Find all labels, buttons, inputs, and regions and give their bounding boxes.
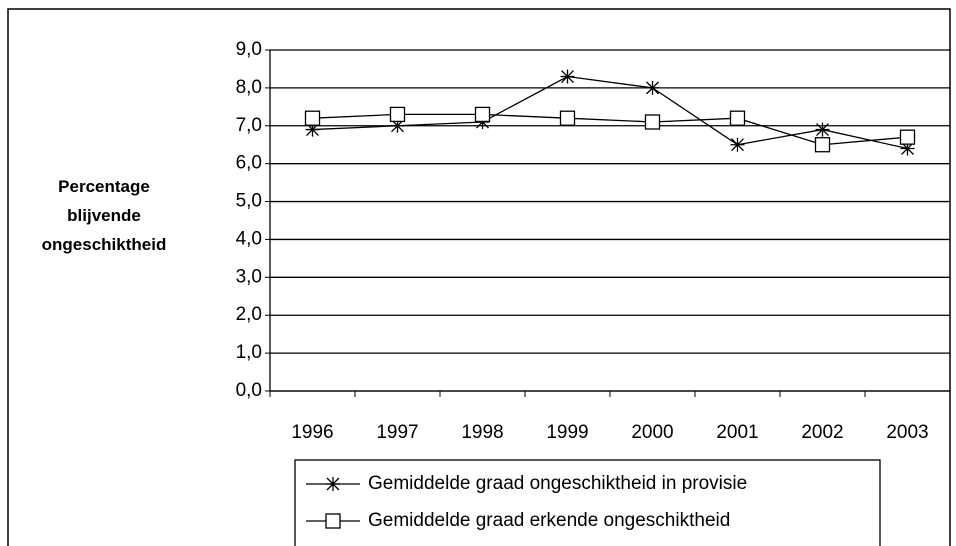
- point-marker: [645, 80, 660, 95]
- point-marker: [644, 114, 661, 130]
- point-marker: [305, 122, 320, 137]
- y-tick-label: 9,0: [236, 39, 262, 60]
- point-marker: [730, 137, 745, 152]
- x-tick-label: 1999: [546, 422, 588, 443]
- y-tick-label: 0,0: [236, 380, 262, 401]
- y-tick-label: 5,0: [236, 191, 262, 212]
- point-marker: [390, 118, 405, 133]
- legend-label: Gemiddelde graad erkende ongeschiktheid: [368, 510, 730, 531]
- point-marker: [729, 110, 746, 126]
- point-marker: [559, 110, 576, 126]
- y-tick-label: 1,0: [236, 342, 262, 363]
- y-tick-label: 4,0: [236, 228, 262, 249]
- x-tick-label: 1997: [376, 422, 418, 443]
- point-marker: [389, 106, 406, 123]
- point-marker: [900, 141, 915, 156]
- y-tick-label: 6,0: [236, 153, 262, 174]
- point-marker: [815, 122, 830, 137]
- point-marker: [899, 129, 916, 145]
- legend-label: Gemiddelde graad ongeschiktheid in provi…: [368, 473, 747, 494]
- point-marker: [304, 110, 321, 126]
- x-tick-label: 2002: [801, 422, 843, 443]
- x-tick-label: 1996: [291, 422, 333, 443]
- x-tick-label: 2003: [886, 422, 928, 443]
- point-marker: [325, 513, 341, 529]
- y-tick-label: 7,0: [236, 115, 262, 136]
- series-line: [312, 75, 908, 150]
- x-tick-label: 2001: [716, 422, 758, 443]
- point-marker: [474, 106, 491, 123]
- point-marker: [326, 477, 340, 491]
- y-tick-label: 8,0: [236, 77, 262, 98]
- point-marker: [814, 137, 831, 153]
- x-tick-label: 1998: [461, 422, 503, 443]
- y-tick-label: 3,0: [236, 266, 262, 287]
- chart-frame: [7, 8, 951, 546]
- y-axis-label: Percentage blijvende ongeschiktheid: [41, 177, 167, 254]
- series-line: [312, 113, 908, 146]
- point-marker: [560, 69, 575, 84]
- legend-box: [294, 459, 881, 546]
- y-tick-label: 2,0: [236, 304, 262, 325]
- x-tick-label: 2000: [631, 422, 673, 443]
